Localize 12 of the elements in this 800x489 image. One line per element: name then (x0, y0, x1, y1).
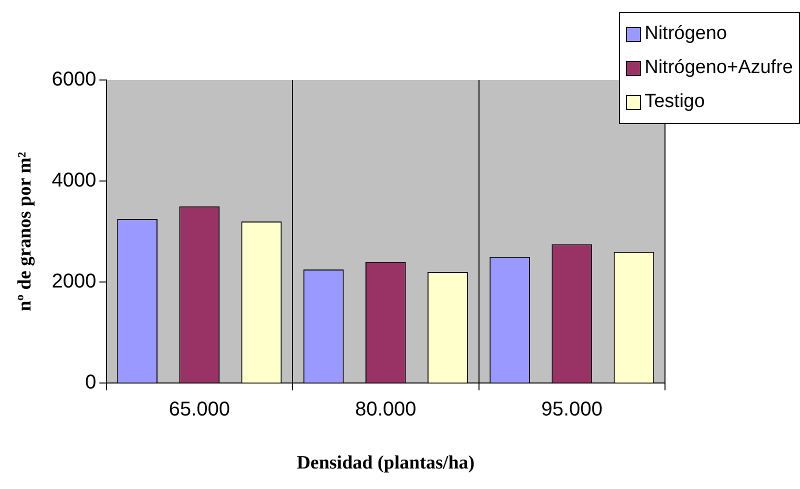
y-tick-label: 0 (85, 372, 96, 394)
y-axis-title: nº de granos por m² (14, 152, 36, 312)
y-tick-label: 4000 (52, 170, 96, 192)
x-tick-label: 95.000 (541, 398, 602, 421)
x-axis-title: Densidad (plantas/ha) (296, 452, 475, 474)
y-tick-label: 6000 (52, 68, 96, 91)
y-tick-label: 2000 (52, 270, 96, 293)
x-tick-label: 80.000 (355, 398, 416, 421)
legend-label: Nitrógeno+Azufre (644, 57, 793, 79)
x-tick-label: 65.000 (168, 398, 230, 421)
legend-label: Testigo (644, 91, 705, 113)
legend-label: Nitrógeno (644, 23, 727, 45)
